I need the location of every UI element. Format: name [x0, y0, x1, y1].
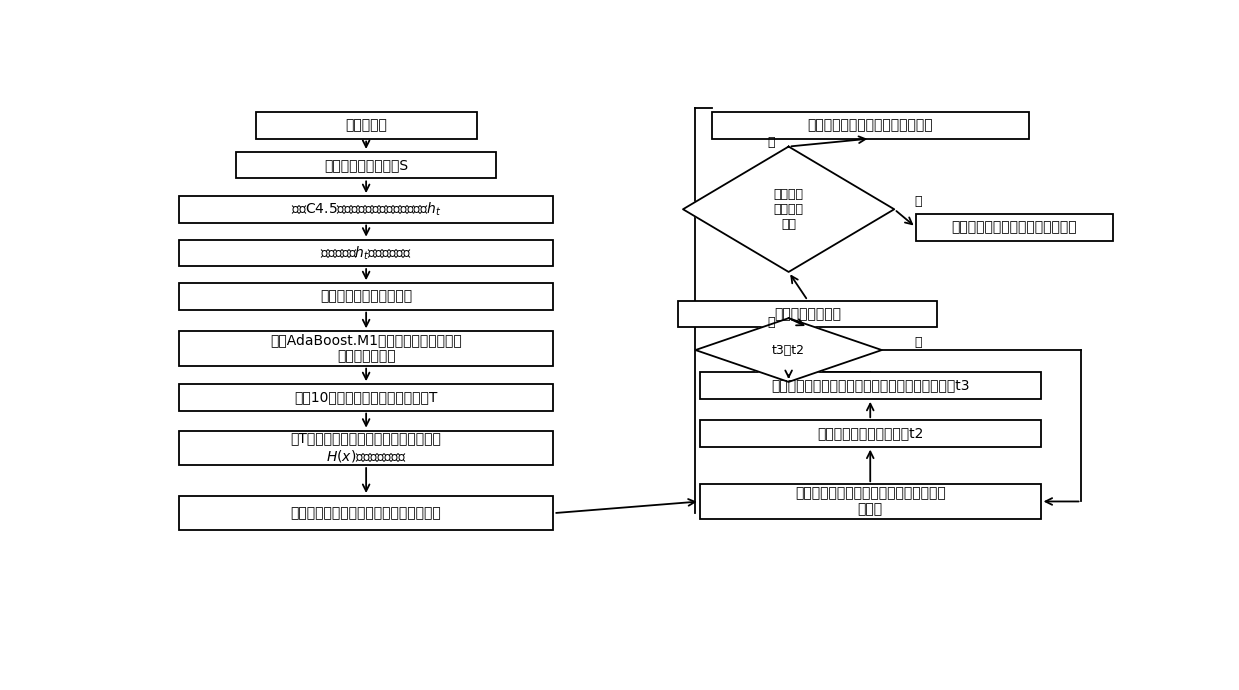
Bar	[178, 431, 554, 465]
Text: t3＞t2: t3＞t2	[772, 344, 805, 357]
Bar	[255, 112, 477, 139]
Text: 系统计算喷淋开关持续处于开启或关闭状态的时间t3: 系统计算喷淋开关持续处于开启或关闭状态的时间t3	[771, 379, 969, 393]
Text: 系统强制开启喷淋，并复位定时器: 系统强制开启喷淋，并复位定时器	[952, 220, 1077, 235]
Text: 采用10折交叉验证法确定迭代次数T: 采用10折交叉验证法确定迭代次数T	[295, 391, 437, 404]
Bar	[178, 496, 554, 531]
Polygon shape	[695, 318, 882, 382]
Text: 采用AdaBoost.M1动态调整数据样本权重
和弱分类器权重: 采用AdaBoost.M1动态调整数据样本权重 和弱分类器权重	[270, 333, 462, 364]
Text: 计算弱分类器的分类误差: 计算弱分类器的分类误差	[320, 289, 413, 304]
Bar	[178, 283, 554, 310]
Text: 选择C4.5决策树算法训练得到弱分类器$h_t$: 选择C4.5决策树算法训练得到弱分类器$h_t$	[291, 201, 441, 218]
Bar	[916, 214, 1113, 241]
Bar	[711, 112, 1028, 139]
Text: 安装传感器: 安装传感器	[346, 118, 387, 132]
Text: 是: 是	[768, 316, 776, 329]
Bar	[178, 239, 554, 266]
Bar	[700, 420, 1041, 446]
Bar	[178, 384, 554, 411]
Bar	[237, 152, 496, 179]
Text: 强分类器判断失效: 强分类器判断失效	[774, 307, 841, 321]
Text: 获取喷淋养生数据集S: 获取喷淋养生数据集S	[325, 158, 408, 172]
Text: 否: 否	[914, 195, 922, 208]
Text: 安装定时器设置定时时间t2: 安装定时器设置定时时间t2	[817, 426, 923, 440]
Text: 将强分类器导入喷淋养生控制系统并运行: 将强分类器导入喷淋养生控制系统并运行	[291, 506, 441, 520]
Text: 喷淋开关
处于开启
状态: 喷淋开关 处于开启 状态	[773, 188, 804, 230]
Bar	[178, 331, 554, 366]
Text: 系统根据传感器实时数据自行决策喷淋开
关状态: 系统根据传感器实时数据自行决策喷淋开 关状态	[795, 486, 945, 517]
Text: 否: 否	[914, 335, 922, 348]
Text: 是: 是	[768, 136, 776, 149]
Bar	[178, 196, 554, 223]
Polygon shape	[683, 146, 895, 272]
Text: 系统强制关闭喷淋，并复位定时器: 系统强制关闭喷淋，并复位定时器	[808, 118, 933, 132]
Bar	[678, 301, 938, 327]
Bar	[700, 373, 1041, 399]
Text: 对弱分类器$h_t$进行剪枝操作: 对弱分类器$h_t$进行剪枝操作	[320, 244, 413, 262]
Bar	[700, 484, 1041, 519]
Text: 将T个弱分类器加权平均集成为强分类器
$H(x)$并进行性能评估: 将T个弱分类器加权平均集成为强分类器 $H(x)$并进行性能评估	[291, 431, 441, 464]
